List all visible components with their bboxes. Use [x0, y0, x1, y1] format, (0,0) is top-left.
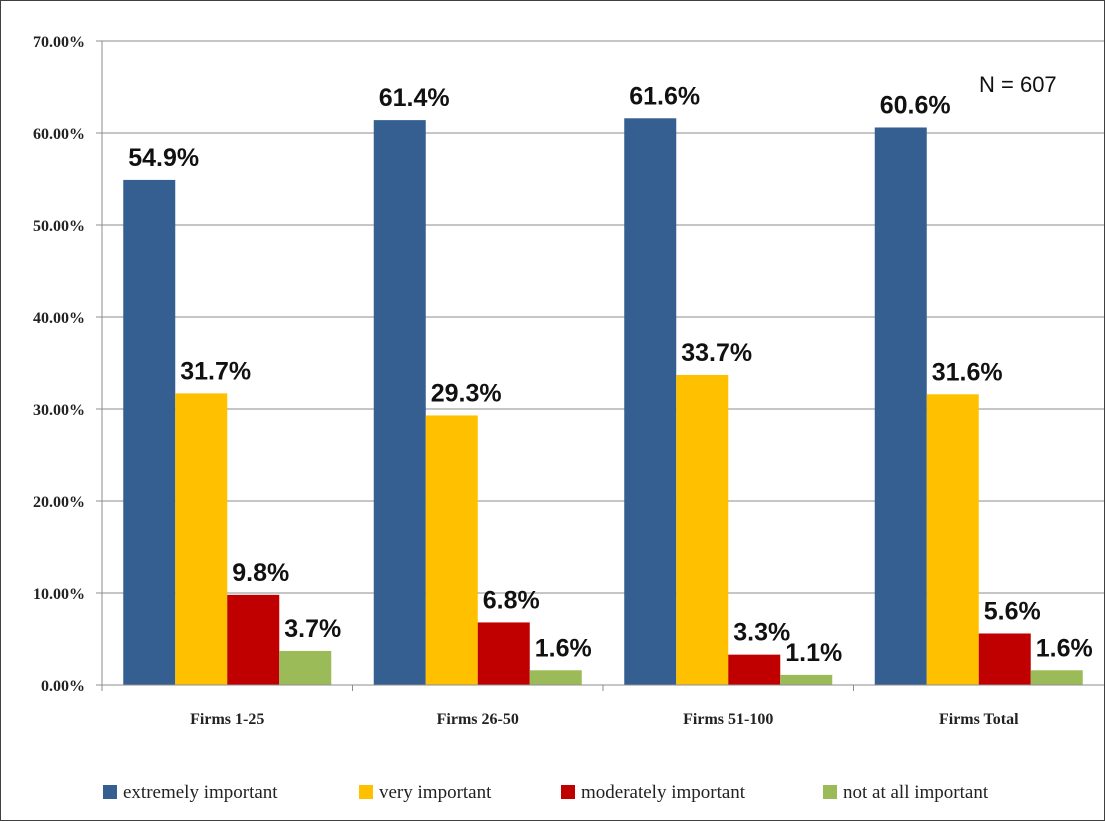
- data-label-moderately-important-firms-26-50: 6.8%: [483, 586, 540, 614]
- legend-item-moderately-important: moderately important: [561, 782, 746, 803]
- bar-not-at-all-important-firms-51-100: [780, 674, 833, 685]
- legend-swatch: [359, 785, 373, 799]
- data-label-not-at-all-important-firms-1-25: 3.7%: [284, 615, 341, 643]
- y-tick-label: 70.00%: [33, 34, 85, 51]
- x-category-label: Firms 1-25: [190, 711, 264, 728]
- bar-moderately-important-firms-1-25: [227, 594, 280, 685]
- data-label-extremely-important-firms-total: 60.6%: [880, 91, 951, 119]
- y-tick-label: 40.00%: [33, 310, 85, 327]
- bar-not-at-all-important-firms-26-50: [529, 670, 582, 685]
- data-label-very-important-firms-26-50: 29.3%: [431, 379, 502, 407]
- data-label-very-important-firms-total: 31.6%: [932, 358, 1003, 386]
- y-tick-label: 20.00%: [33, 494, 85, 511]
- y-axis: 0.00% 10.00% 20.00% 30.00% 40.00% 50.00% 60.00…: [33, 34, 103, 695]
- data-label-moderately-important-firms-1-25: 9.8%: [232, 559, 289, 587]
- y-tick-label: 60.00%: [33, 126, 85, 143]
- data-label-moderately-important-firms-total: 5.6%: [984, 597, 1041, 625]
- data-label-extremely-important-firms-1-25: 54.9%: [128, 144, 199, 172]
- legend-item-very-important: very important: [359, 782, 492, 803]
- x-category-label: Firms Total: [939, 711, 1019, 728]
- bar-moderately-important-firms-26-50: [477, 622, 530, 685]
- legend-label: extremely important: [123, 782, 278, 803]
- legend-item-extremely-important: extremely important: [103, 782, 278, 803]
- data-label-extremely-important-firms-26-50: 61.4%: [379, 84, 450, 112]
- data-label-not-at-all-important-firms-26-50: 1.6%: [535, 634, 592, 662]
- data-label-not-at-all-important-firms-total: 1.6%: [1036, 634, 1093, 662]
- data-label-very-important-firms-51-100: 33.7%: [681, 339, 752, 367]
- sample-size-annotation: N = 607: [979, 72, 1057, 97]
- y-tick-label: 0.00%: [41, 678, 85, 695]
- legend-item-not-at-all-important: not at all important: [823, 782, 989, 803]
- bar-very-important-firms-26-50: [425, 415, 478, 685]
- bar-extremely-important-firms-total: [874, 127, 927, 686]
- legend: extremely important very important moderat…: [103, 782, 989, 803]
- bar-extremely-important-firms-51-100: [624, 118, 677, 685]
- legend-swatch: [561, 785, 575, 799]
- bar-not-at-all-important-firms-total: [1030, 670, 1083, 685]
- x-axis: Firms 1-25 Firms 26-50 Firms 51-100 Firms T…: [101, 684, 1104, 728]
- data-labels: 54.9% 31.7% 9.8% 3.7% 61.4% 29.3% 6.8% 1.6% 61.6…: [128, 82, 1092, 667]
- legend-label: moderately important: [581, 782, 746, 803]
- bar-moderately-important-firms-51-100: [728, 654, 781, 685]
- bar-very-important-firms-total: [926, 394, 979, 685]
- bar-extremely-important-firms-1-25: [123, 179, 176, 686]
- legend-swatch: [103, 785, 117, 799]
- x-category-label: Firms 26-50: [437, 711, 519, 728]
- data-label-not-at-all-important-firms-51-100: 1.1%: [785, 639, 842, 667]
- legend-swatch: [823, 785, 837, 799]
- y-tick-label: 50.00%: [33, 218, 85, 235]
- legend-label: very important: [379, 782, 492, 803]
- legend-label: not at all important: [843, 782, 989, 803]
- bar-very-important-firms-1-25: [175, 393, 228, 685]
- x-category-label: Firms 51-100: [683, 711, 773, 728]
- data-label-very-important-firms-1-25: 31.7%: [180, 357, 251, 385]
- y-tick-label: 30.00%: [33, 402, 85, 419]
- bar-moderately-important-firms-total: [978, 633, 1031, 685]
- bars: [123, 118, 1083, 686]
- gridlines: [102, 40, 1104, 594]
- bar-extremely-important-firms-26-50: [373, 120, 426, 686]
- y-tick-label: 10.00%: [33, 586, 85, 603]
- data-label-moderately-important-firms-51-100: 3.3%: [733, 619, 790, 647]
- bar-not-at-all-important-firms-1-25: [279, 650, 332, 685]
- data-label-extremely-important-firms-51-100: 61.6%: [629, 82, 700, 110]
- bar-very-important-firms-51-100: [676, 374, 729, 685]
